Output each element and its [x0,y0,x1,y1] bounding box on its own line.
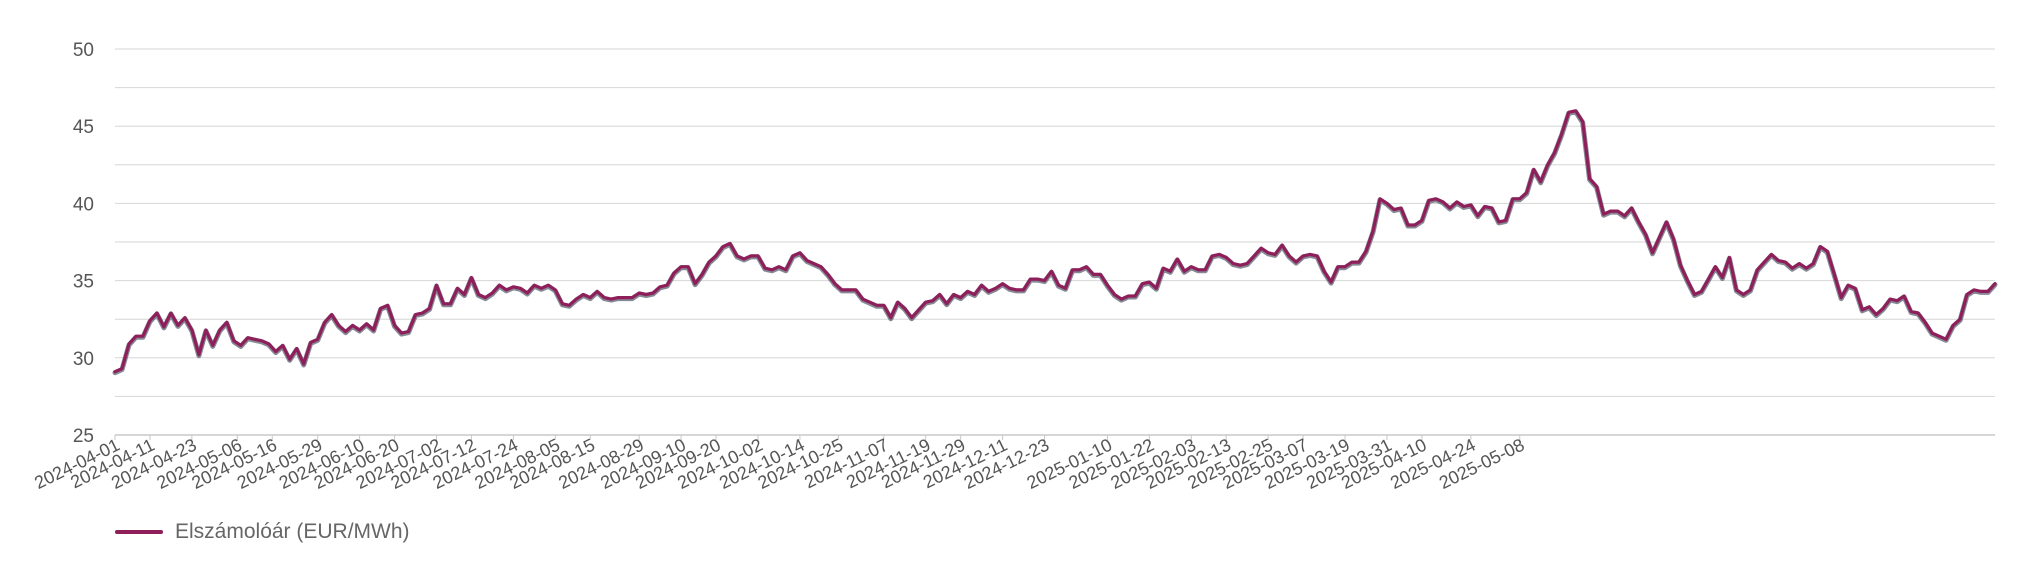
series-line-elszamoloar[interactable] [113,109,1997,374]
legend-line-swatch [115,530,163,534]
y-tick-label: 35 [73,272,94,293]
y-tick-label: 25 [73,426,94,447]
y-tick-label: 40 [73,194,94,215]
y-tick-label: 50 [73,40,94,61]
x-axis: 2024-04-012024-04-112024-04-232024-05-06… [31,435,1527,493]
grid-lines [115,48,1995,436]
legend-label: Elszámolóár (EUR/MWh) [175,520,410,543]
legend[interactable]: Elszámolóár (EUR/MWh) [115,520,410,544]
series-group [112,109,1998,376]
y-axis: 25 30 35 40 45 50 [73,40,94,447]
y-tick-label: 30 [73,349,94,370]
y-tick-label: 45 [73,117,94,138]
